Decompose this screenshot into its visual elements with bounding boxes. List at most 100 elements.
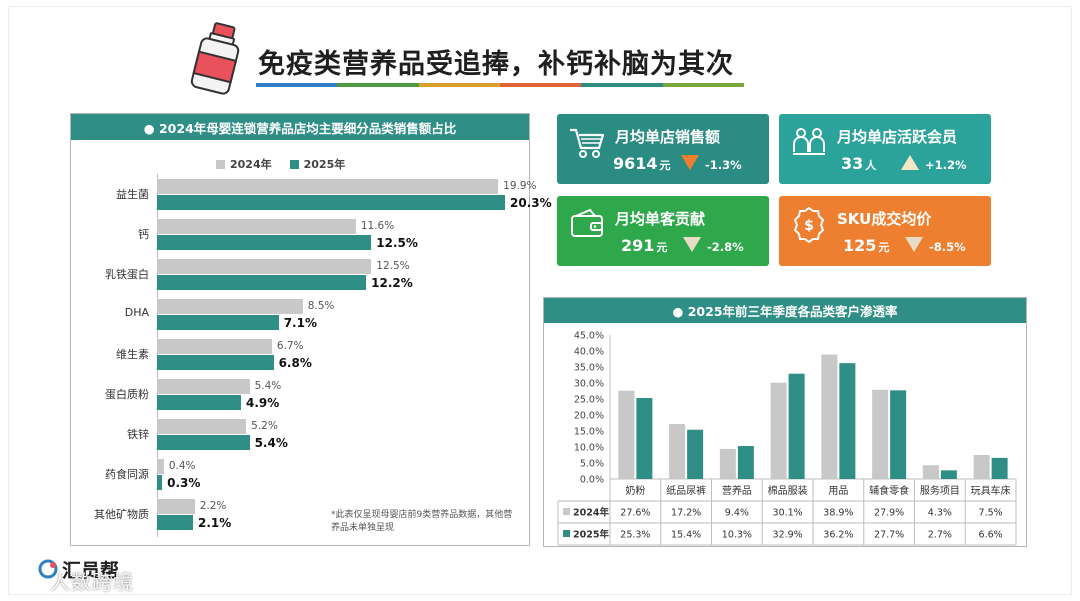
category-label: 药食同源 <box>105 468 149 481</box>
x-category-label: 服务项目 <box>920 484 960 497</box>
table-value-2025: 15.4% <box>671 530 701 541</box>
data-label-2025: 7.1% <box>283 316 317 330</box>
y-tick-label: 20.0% <box>574 411 604 422</box>
table-value-2024: 17.2% <box>671 508 701 519</box>
table-value-2025: 2.7% <box>928 530 952 541</box>
x-category-label: 营养品 <box>722 484 752 497</box>
category-label: 乳铁蛋白 <box>105 268 149 281</box>
kpi-label: 月均单客贡献 <box>615 210 706 228</box>
bar-2024 <box>719 448 736 479</box>
data-label-2024: 12.5% <box>376 260 410 272</box>
wallet-icon <box>571 208 603 237</box>
table-value-2024: 7.5% <box>979 508 1003 519</box>
kpi-card-active-members: 月均单店活跃会员 33 人 +1.2% <box>779 114 991 184</box>
kpi-card-per-customer: 月均单客贡献 291 元 -2.8% <box>557 196 769 266</box>
data-label-2024: 8.5% <box>307 300 335 312</box>
data-label-2024: 5.2% <box>251 420 278 432</box>
bar-2025 <box>157 475 163 490</box>
data-label-2025: 6.8% <box>278 356 312 370</box>
members-icon <box>793 128 825 155</box>
kpi-change: +1.2% <box>925 158 967 172</box>
brand-logo-text: 汇员帮 <box>62 560 120 582</box>
y-tick-label: 15.0% <box>574 427 604 438</box>
kpi-unit: 元 <box>659 159 671 172</box>
kpi-value: 9614 元 <box>613 154 671 173</box>
table-value-2024: 27.6% <box>620 508 650 519</box>
shopping-cart-icon <box>570 128 605 158</box>
bar-2024 <box>157 499 195 514</box>
kpi-change: -1.3% <box>705 158 742 172</box>
kpi-number: 291 <box>621 236 655 255</box>
data-label-2025: 12.2% <box>371 276 413 290</box>
stripe-segment <box>418 83 500 87</box>
x-category-label: 玩具车床 <box>971 484 1011 497</box>
y-tick-label: 45.0% <box>574 331 604 342</box>
bar-2025 <box>157 355 274 370</box>
table-value-2024: 30.1% <box>773 508 803 519</box>
kpi-unit: 人 <box>865 159 877 172</box>
data-label-2025: 0.3% <box>167 476 201 490</box>
table-value-2025: 32.9% <box>773 530 803 541</box>
data-label-2024: 2.2% <box>199 500 227 512</box>
data-label-2024: 19.9% <box>503 180 537 192</box>
stripe-segment <box>256 83 338 87</box>
left-chart-panel: ● 2024年母婴连锁营养品店均主要细分品类销售额占比 2024年 2025年 … <box>70 113 552 546</box>
stripe-segment <box>662 83 744 87</box>
bar-2025 <box>890 390 907 479</box>
data-label-2025: 12.5% <box>376 236 418 250</box>
kpi-unit: 元 <box>878 241 890 254</box>
bar-2024 <box>922 465 939 479</box>
bar-2025 <box>940 470 957 479</box>
bar-2024 <box>157 219 356 234</box>
data-label-2024: 6.7% <box>276 340 304 352</box>
legend-swatch-2024 <box>216 159 225 169</box>
bar-2024 <box>669 423 686 479</box>
x-category-label: 辅食零食 <box>869 484 909 497</box>
logo-mark-icon <box>38 559 58 579</box>
table-value-2024: 27.9% <box>874 508 904 519</box>
stripe-segment <box>581 83 663 87</box>
legend-item-2025: 2025年 <box>289 156 346 172</box>
kpi-value: 33 人 <box>841 154 876 173</box>
bar-2025 <box>157 515 193 530</box>
table-value-2025: 36.2% <box>823 530 853 541</box>
x-category-label: 纸品尿裤 <box>666 484 706 497</box>
left-chart-title: ● 2024年母婴连锁营养品店均主要细分品类销售额占比 <box>71 114 529 140</box>
x-category-label: 棉品服装 <box>768 484 808 497</box>
bar-2024 <box>157 419 247 434</box>
table-value-2025: 6.6% <box>979 530 1003 541</box>
category-label: 益生菌 <box>116 188 149 201</box>
y-tick-label: 10.0% <box>574 443 604 454</box>
kpi-value: 125 元 <box>843 236 889 255</box>
kpi-label: 月均单店销售额 <box>615 128 721 146</box>
legend-swatch-2025 <box>563 530 570 537</box>
left-chart-footnote: *此表仅呈现母婴店前9类营养品数据，其他营养品未单独呈现 <box>331 510 513 533</box>
kpi-value: 291 元 <box>621 236 667 255</box>
table-value-2025: 25.3% <box>620 530 650 541</box>
bar-2025 <box>788 373 805 479</box>
y-tick-label: 25.0% <box>574 395 604 406</box>
kpi-change: -2.8% <box>707 240 744 254</box>
down-arrow-icon <box>683 237 701 252</box>
kpi-number: 33 <box>841 154 864 173</box>
data-label-2025: 20.3% <box>510 196 552 210</box>
table-value-2025: 10.3% <box>722 530 752 541</box>
bar-2024 <box>157 459 164 474</box>
kpi-change: -8.5% <box>929 240 966 254</box>
legend-label-2025: 2025年 <box>303 158 346 171</box>
kpi-unit: 元 <box>656 241 668 254</box>
bar-2024 <box>821 354 838 479</box>
down-arrow-icon <box>681 155 699 170</box>
legend-swatch-2024 <box>563 508 570 515</box>
table-value-2024: 9.4% <box>725 508 749 519</box>
kpi-number: 9614 <box>613 154 658 173</box>
watermark-text: 人数跨境 <box>50 570 134 594</box>
y-tick-label: 30.0% <box>574 379 604 390</box>
bar-2025 <box>636 398 653 479</box>
bar-2024 <box>157 179 499 194</box>
data-label-2024: 0.4% <box>168 460 196 472</box>
medicine-bottle-icon <box>190 22 240 95</box>
legend-label-2024: 2024年 <box>230 158 272 171</box>
bar-2025 <box>157 275 367 290</box>
stripe-segment <box>337 83 419 87</box>
